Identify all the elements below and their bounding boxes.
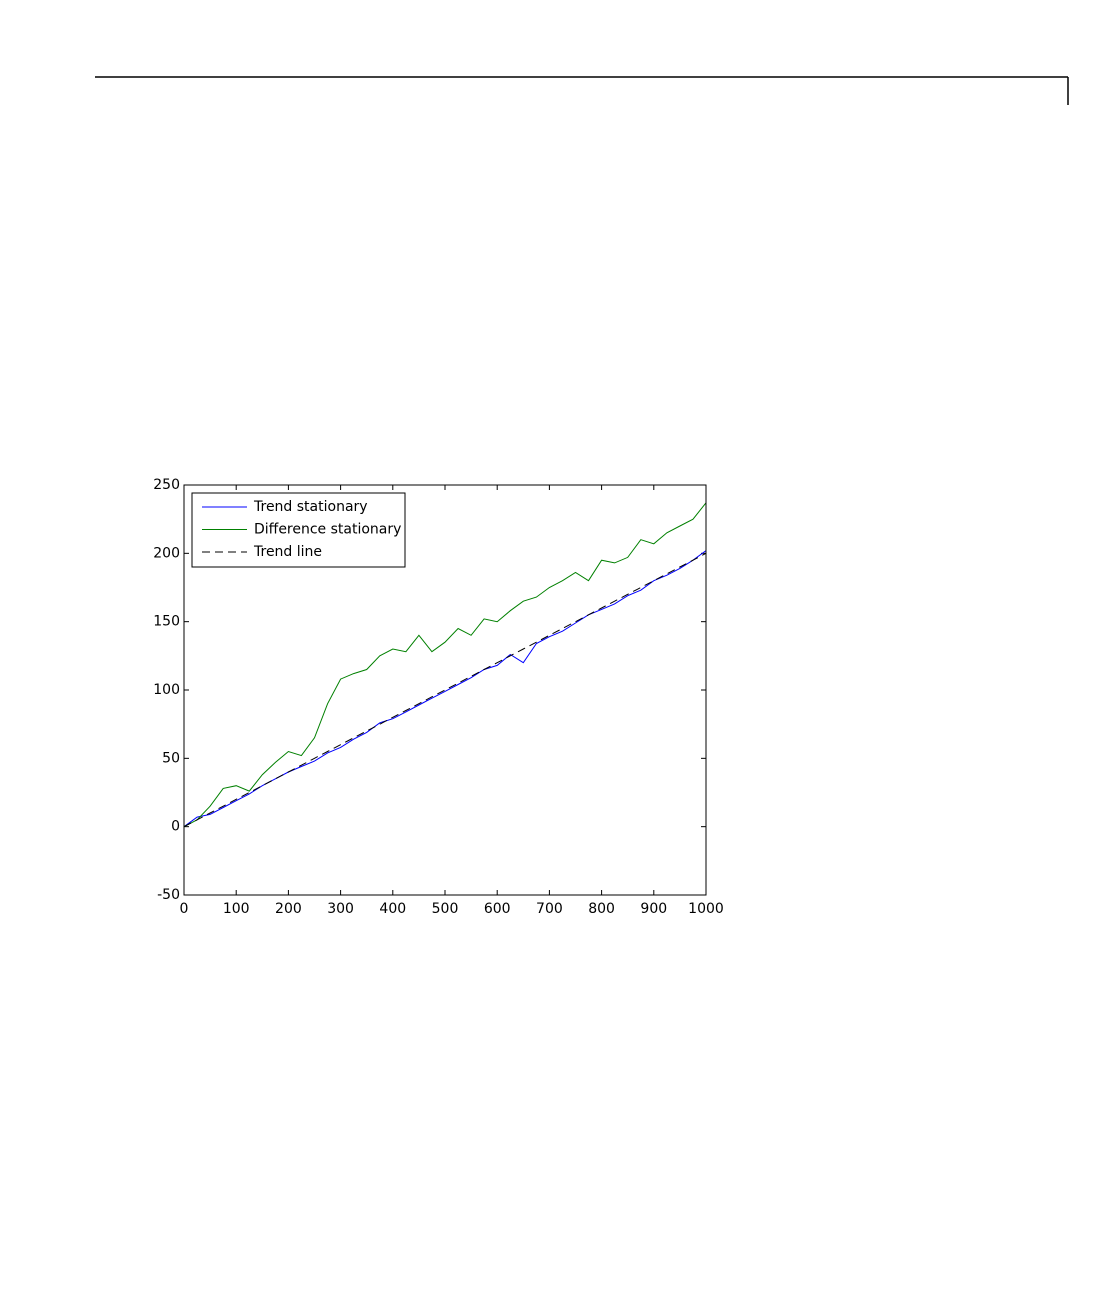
y-tick-label: 250 (153, 477, 180, 493)
x-tick-label: 800 (588, 901, 615, 917)
axes-box (183, 484, 707, 896)
x-tick-label: 1000 (688, 901, 724, 917)
legend-label: Trend line (253, 544, 322, 560)
x-tick-label: 900 (640, 901, 667, 917)
series-line (183, 552, 707, 828)
x-tick-label: 0 (180, 901, 189, 917)
x-tick-label: 400 (379, 901, 406, 917)
chart: 0 100 200 300 400 500 600 700 800 900 1000-5005010… (153, 477, 724, 917)
x-tick-label: 200 (275, 901, 302, 917)
legend-label: Trend stationary (253, 499, 368, 515)
x-tick-label: 500 (432, 901, 459, 917)
y-tick-label: 0 (171, 819, 180, 835)
x-tick-label: 300 (327, 901, 354, 917)
x-tick-label: 600 (484, 901, 511, 917)
series-line (183, 502, 707, 828)
y-tick-label: 150 (153, 614, 180, 630)
y-tick-label: 100 (153, 682, 180, 698)
y-tick-label: 50 (162, 750, 180, 766)
y-tick-label: -50 (157, 887, 180, 903)
x-tick-label: 700 (536, 901, 563, 917)
x-tick-label: 100 (223, 901, 250, 917)
legend-label: Difference stationary (254, 522, 401, 538)
y-tick-label: 200 (153, 545, 180, 561)
